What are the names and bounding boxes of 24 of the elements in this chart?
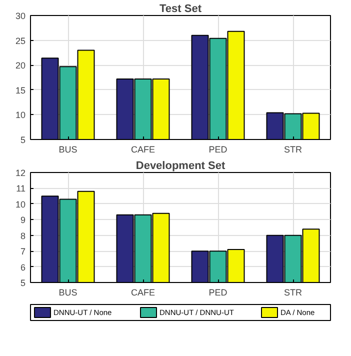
y-tick-label: 8: [20, 230, 26, 241]
y-tick-label: 11: [16, 184, 26, 194]
x-tick-label: CAFE: [131, 144, 156, 154]
x-tick-label: BUS: [58, 144, 78, 154]
y-tick-label: 30: [15, 11, 26, 21]
y-tick-label: 5: [20, 278, 26, 288]
y-tick-label: 12: [15, 168, 26, 178]
y-tick-label: 10: [15, 199, 26, 210]
y-tick-label: 25: [15, 36, 26, 46]
y-tick-label: 7: [20, 246, 26, 257]
chart-title: Test Set: [160, 3, 202, 15]
y-tick-label: 6: [20, 262, 26, 272]
y-tick-label: 15: [15, 85, 26, 96]
x-tick-label: PED: [208, 144, 228, 154]
y-tick-label: 9: [20, 215, 26, 226]
x-tick-label: PED: [208, 288, 228, 298]
x-tick-label: STR: [284, 288, 302, 298]
x-tick-label: BUS: [58, 288, 78, 298]
y-tick-label: 10: [15, 110, 26, 120]
x-tick-label: STR: [284, 144, 302, 154]
y-tick-label: 5: [20, 135, 26, 145]
y-tick-label: 20: [15, 60, 26, 71]
chart-title: Development Set: [136, 160, 226, 172]
x-tick-label: CAFE: [131, 288, 156, 298]
